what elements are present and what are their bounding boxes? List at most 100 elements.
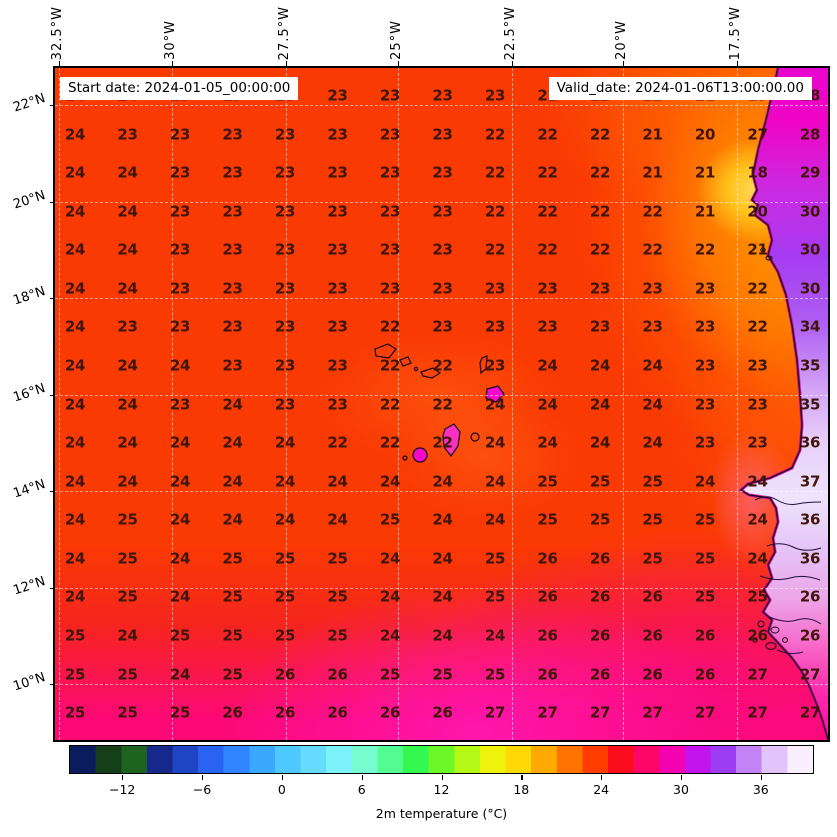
temp-value: 24: [484, 626, 506, 645]
temp-value: 21: [642, 125, 663, 144]
latitude-tick: [50, 491, 55, 493]
colorbar-tick-label: 18: [513, 782, 530, 797]
gridline-parallel: [55, 105, 828, 106]
temp-value: 23: [432, 240, 453, 259]
temp-value: 23: [274, 240, 296, 259]
temp-value: 24: [484, 433, 506, 452]
temp-value: 24: [747, 510, 768, 529]
colorbar-tick-label: −6: [192, 782, 212, 797]
temp-value: 23: [222, 202, 243, 221]
temp-value: 23: [642, 317, 663, 336]
cape-verde-islands: [374, 343, 505, 463]
colorbar-tick-label: 30: [673, 782, 689, 797]
temp-value: 24: [222, 433, 243, 452]
temp-value: 26: [274, 703, 296, 722]
temp-value: 22: [379, 433, 401, 452]
temp-value: 22: [432, 433, 453, 452]
temp-value: 23: [274, 163, 296, 182]
temp-value: 22: [642, 202, 663, 221]
gridline-meridian: [172, 68, 173, 740]
temp-value: 25: [274, 587, 296, 606]
latitude-tick-label: 12°N: [11, 573, 48, 598]
temp-value: 22: [484, 125, 506, 144]
temp-value: 21: [747, 240, 768, 259]
temp-value: 22: [379, 317, 401, 336]
temp-value: 23: [327, 125, 348, 144]
temp-value: 22: [484, 240, 506, 259]
temp-value: 23: [432, 163, 453, 182]
temp-value: 25: [484, 549, 506, 568]
temp-value: 24: [327, 472, 348, 491]
temp-value: 26: [432, 703, 453, 722]
temp-value: 25: [222, 626, 243, 645]
temp-value: 23: [747, 356, 768, 375]
longitude-tick-label: 30°W: [163, 20, 178, 60]
longitude-tick-label: 25°W: [389, 20, 404, 60]
temp-value: 22: [537, 163, 558, 182]
colorbar-label: 2m temperature (°C): [375, 806, 508, 821]
temp-value: 25: [64, 626, 86, 645]
temp-value: 24: [642, 356, 663, 375]
temp-value: 23: [327, 86, 348, 105]
temp-value: 23: [694, 433, 716, 452]
temp-value: 25: [694, 587, 716, 606]
island-fogo: [412, 447, 428, 463]
temp-value: 24: [117, 395, 138, 414]
temp-value: 25: [64, 703, 86, 722]
temp-value: 23: [432, 279, 453, 298]
temp-value: 25: [117, 665, 138, 684]
temp-value: 24: [117, 626, 138, 645]
island-boa-vista: [485, 385, 505, 403]
longitude-tick: [286, 61, 288, 66]
temp-value: 23: [327, 317, 348, 336]
temp-value: 26: [589, 549, 611, 568]
temp-value: 25: [327, 626, 348, 645]
longitude-tick-label: 22.5°W: [503, 5, 518, 60]
temp-value: 24: [64, 202, 86, 221]
temp-value: 25: [589, 510, 611, 529]
temp-value: 26: [537, 587, 558, 606]
temp-value: 21: [694, 202, 716, 221]
temp-value: 26: [537, 665, 558, 684]
longitude-tick: [512, 61, 514, 66]
temp-value: 24: [379, 587, 401, 606]
temp-value: 24: [64, 279, 86, 298]
gridline-parallel: [55, 587, 828, 589]
colorbar-tick: [601, 775, 603, 780]
temp-value: 25: [589, 472, 611, 491]
temp-value: 27: [694, 703, 716, 722]
temp-value: 35: [799, 395, 821, 414]
temp-value: 24: [117, 433, 138, 452]
temp-value: 27: [747, 703, 768, 722]
temp-value: 24: [169, 549, 191, 568]
temp-value: 23: [379, 163, 401, 182]
colorbar-tick: [521, 775, 523, 780]
temp-value: 24: [642, 395, 663, 414]
temp-value: 26: [327, 703, 348, 722]
temp-value: 25: [642, 549, 663, 568]
map-plot-area: 2424232323232323232222222119282423232323…: [53, 66, 830, 742]
temp-value: 23: [747, 395, 768, 414]
temp-value: 24: [169, 433, 191, 452]
temp-value: 26: [642, 587, 663, 606]
temp-value: 23: [169, 395, 191, 414]
temp-value: 27: [799, 703, 821, 722]
temp-value: 23: [274, 317, 296, 336]
temp-value: 27: [747, 665, 768, 684]
temp-value: 25: [274, 549, 296, 568]
colorbar-tick-label: −12: [109, 782, 136, 797]
temp-value: 22: [379, 395, 401, 414]
gridline-meridian: [398, 68, 399, 740]
temp-value: 21: [694, 163, 716, 182]
map-canvas: 2424232323232323232222222119282423232323…: [55, 68, 828, 740]
temp-value: 22: [379, 356, 401, 375]
temp-value: 23: [589, 317, 611, 336]
temp-value: 20: [747, 202, 768, 221]
temp-value: 22: [484, 202, 506, 221]
temp-value: 24: [484, 510, 506, 529]
temp-value: 26: [589, 587, 611, 606]
temp-value: 24: [589, 395, 611, 414]
temp-value: 24: [64, 549, 86, 568]
temp-value: 23: [222, 279, 243, 298]
temp-value: 23: [379, 125, 401, 144]
